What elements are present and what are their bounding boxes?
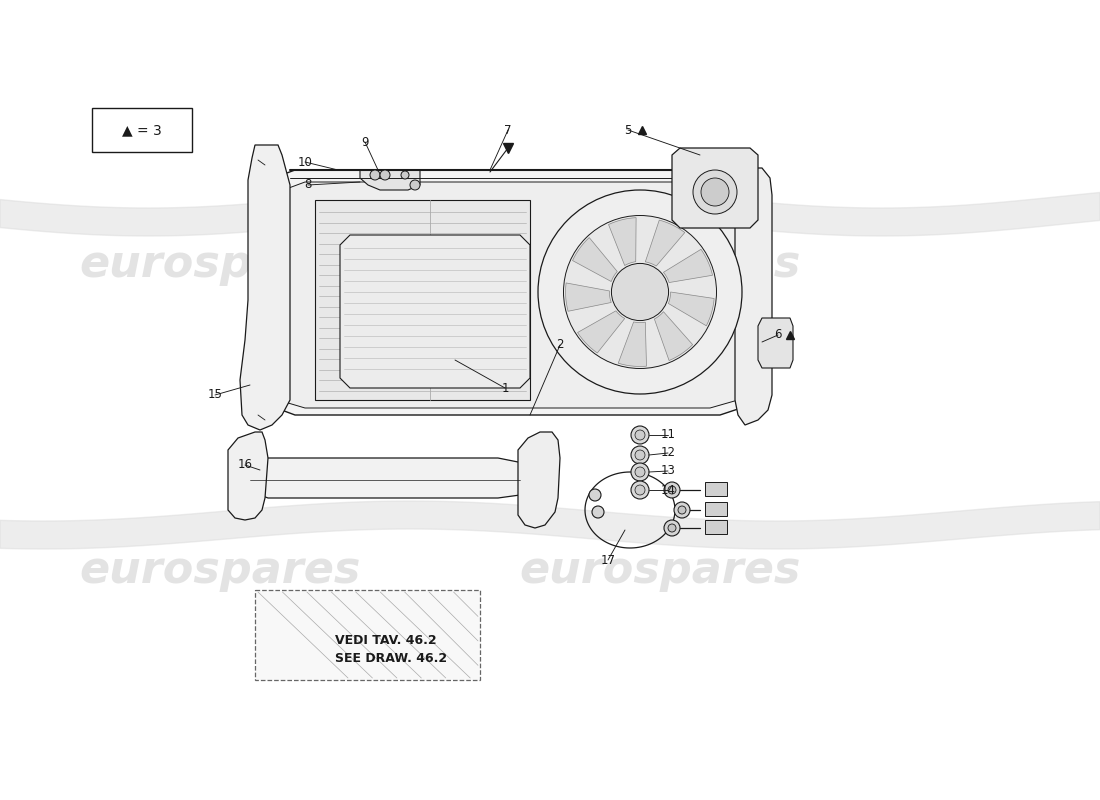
Bar (705, 482, 727, 496)
Circle shape (402, 171, 409, 179)
Circle shape (664, 520, 680, 536)
Circle shape (370, 170, 379, 180)
Polygon shape (278, 182, 738, 408)
Polygon shape (758, 318, 793, 368)
Circle shape (631, 426, 649, 444)
Text: 13: 13 (661, 465, 675, 478)
Text: 7: 7 (504, 123, 512, 137)
Circle shape (664, 482, 680, 498)
Polygon shape (258, 170, 760, 415)
Polygon shape (618, 322, 647, 366)
Text: eurospares: eurospares (519, 549, 801, 591)
Polygon shape (572, 238, 617, 282)
Polygon shape (735, 168, 772, 425)
Circle shape (674, 502, 690, 518)
Circle shape (612, 263, 669, 321)
Bar (92, 108, 192, 152)
Bar (705, 520, 727, 534)
Text: eurospares: eurospares (79, 549, 361, 591)
Polygon shape (565, 283, 612, 311)
Circle shape (678, 506, 686, 514)
Polygon shape (654, 312, 693, 361)
Circle shape (631, 446, 649, 464)
Text: 8: 8 (305, 178, 311, 191)
Polygon shape (672, 148, 758, 228)
Circle shape (635, 450, 645, 460)
Polygon shape (578, 311, 625, 353)
Polygon shape (235, 458, 530, 498)
Text: SEE DRAW. 46.2: SEE DRAW. 46.2 (336, 651, 447, 665)
Circle shape (668, 524, 676, 532)
Text: 17: 17 (601, 554, 616, 566)
Circle shape (588, 489, 601, 501)
Circle shape (635, 467, 645, 477)
Text: 5: 5 (625, 123, 631, 137)
Text: 1: 1 (502, 382, 508, 394)
Circle shape (379, 170, 390, 180)
Text: 16: 16 (238, 458, 253, 471)
Polygon shape (240, 145, 290, 430)
Polygon shape (646, 220, 685, 266)
Bar (255, 590, 480, 680)
Circle shape (635, 430, 645, 440)
Text: 12: 12 (660, 446, 675, 459)
Text: ▲ = 3: ▲ = 3 (122, 123, 162, 137)
Circle shape (668, 486, 676, 494)
Polygon shape (228, 432, 268, 520)
Circle shape (410, 180, 420, 190)
Bar (705, 502, 727, 516)
Polygon shape (663, 250, 713, 282)
Text: VEDI TAV. 46.2: VEDI TAV. 46.2 (336, 634, 437, 646)
Circle shape (631, 481, 649, 499)
Text: 10: 10 (298, 155, 312, 169)
Text: 9: 9 (361, 135, 368, 149)
Text: eurospares: eurospares (519, 243, 801, 286)
Text: 14: 14 (660, 483, 675, 497)
Circle shape (538, 190, 742, 394)
Text: 11: 11 (660, 429, 675, 442)
Text: 2: 2 (557, 338, 563, 351)
Polygon shape (360, 170, 420, 190)
Text: 15: 15 (208, 389, 222, 402)
Text: 6: 6 (774, 329, 782, 342)
Circle shape (701, 178, 729, 206)
Polygon shape (340, 235, 530, 388)
Circle shape (563, 215, 716, 369)
Circle shape (693, 170, 737, 214)
Polygon shape (518, 432, 560, 528)
Polygon shape (669, 292, 714, 326)
Circle shape (592, 506, 604, 518)
Text: eurospares: eurospares (79, 243, 361, 286)
Circle shape (635, 485, 645, 495)
Polygon shape (608, 218, 636, 266)
Polygon shape (315, 200, 530, 400)
Circle shape (631, 463, 649, 481)
